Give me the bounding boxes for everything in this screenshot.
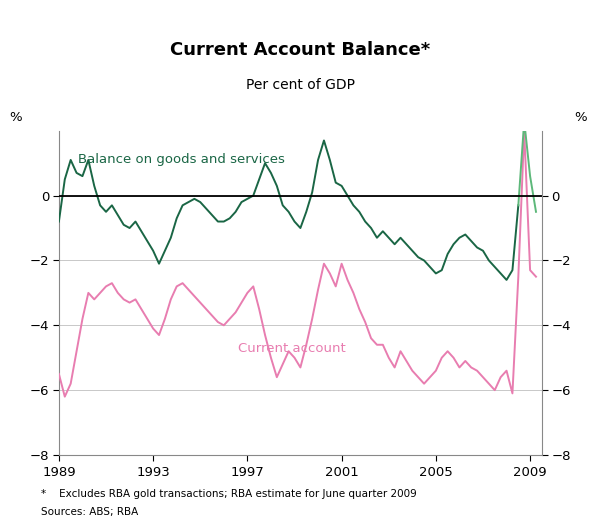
Text: Sources: ABS; RBA: Sources: ABS; RBA xyxy=(41,507,138,517)
Text: Balance on goods and services: Balance on goods and services xyxy=(78,153,285,166)
Text: Per cent of GDP: Per cent of GDP xyxy=(246,78,355,92)
Text: %: % xyxy=(574,111,587,124)
Text: Current Account Balance*: Current Account Balance* xyxy=(170,41,431,60)
Text: Current account: Current account xyxy=(237,342,345,355)
Text: *    Excludes RBA gold transactions; RBA estimate for June quarter 2009: * Excludes RBA gold transactions; RBA es… xyxy=(41,489,417,499)
Text: %: % xyxy=(9,111,22,124)
